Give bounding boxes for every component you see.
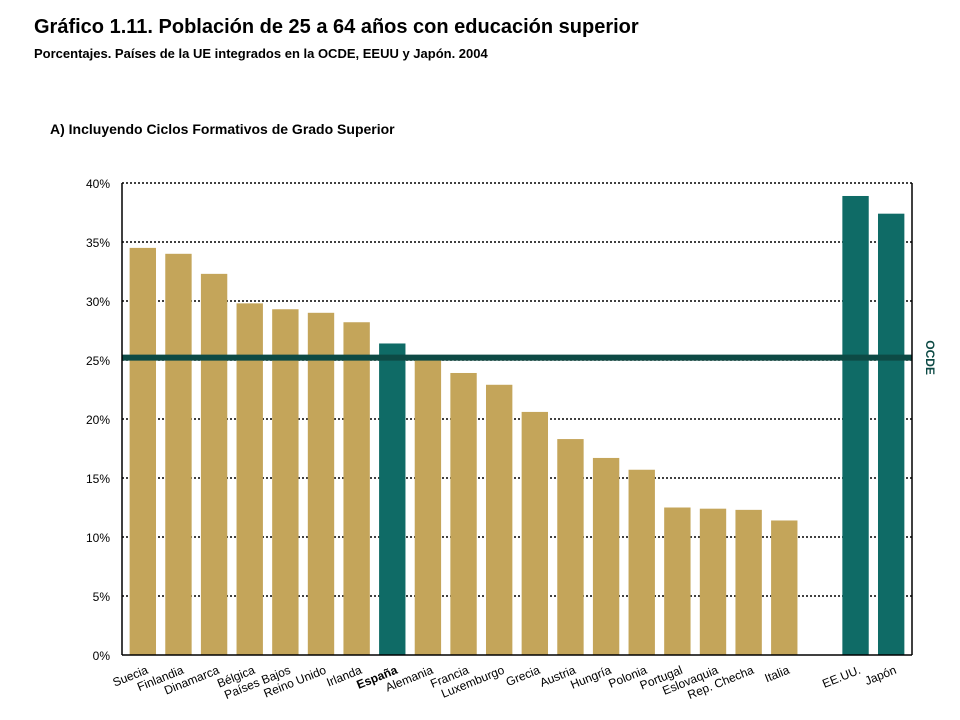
x-tick-label: EE.UU.	[820, 663, 862, 691]
bar-portugal	[664, 507, 691, 655]
y-tick-label: 30%	[86, 295, 110, 309]
y-tick-label: 15%	[86, 472, 110, 486]
bar-ee-uu-	[842, 195, 869, 656]
bar-hungr-a	[592, 457, 620, 655]
y-tick-label: 5%	[93, 590, 111, 604]
bar-dinamarca	[200, 273, 228, 655]
bars	[129, 195, 905, 656]
bar-b-lgica	[236, 303, 263, 655]
bar-pa-ses-bajos	[272, 309, 299, 655]
bar-finlandia	[165, 253, 192, 656]
bar-suecia	[129, 247, 157, 655]
y-tick-label: 40%	[86, 177, 110, 191]
bar-grecia	[521, 411, 549, 655]
x-tick-label: Italia	[763, 663, 792, 686]
panel-label: A) Incluyendo Ciclos Formativos de Grado…	[50, 121, 395, 137]
y-tick-label: 0%	[93, 649, 111, 663]
axes	[121, 183, 913, 656]
bar-jap-n	[877, 213, 905, 655]
x-tick-label: Japón	[863, 663, 899, 688]
bar-alemania	[414, 358, 442, 655]
bar-luxemburgo	[485, 384, 513, 655]
reference-line-group: OCDE	[122, 340, 937, 375]
y-tick-label: 25%	[86, 354, 110, 368]
bar-rep-checha	[735, 509, 762, 655]
bar-polonia	[628, 469, 655, 655]
x-tick-label: Grecia	[504, 663, 542, 689]
chart-subtitle: Porcentajes. Países de la UE integrados …	[34, 46, 488, 61]
chart-title: Gráfico 1.11. Población de 25 a 64 años …	[34, 16, 639, 38]
bar-francia	[450, 372, 477, 655]
y-tick-labels: 0% 5% 10% 15% 20% 25% 30% 35% 40%	[86, 177, 110, 663]
bar-irlanda	[343, 322, 370, 655]
y-tick-label: 35%	[86, 236, 110, 250]
bar-espa-a	[379, 343, 406, 655]
bar-reino-unido	[307, 312, 335, 655]
ocde-reference-label: OCDE	[923, 340, 937, 375]
y-tick-label: 10%	[86, 531, 110, 545]
bar-italia	[771, 520, 798, 655]
y-tick-label: 20%	[86, 413, 110, 427]
bar-eslovaquia	[699, 508, 727, 655]
bar-austria	[557, 439, 584, 655]
